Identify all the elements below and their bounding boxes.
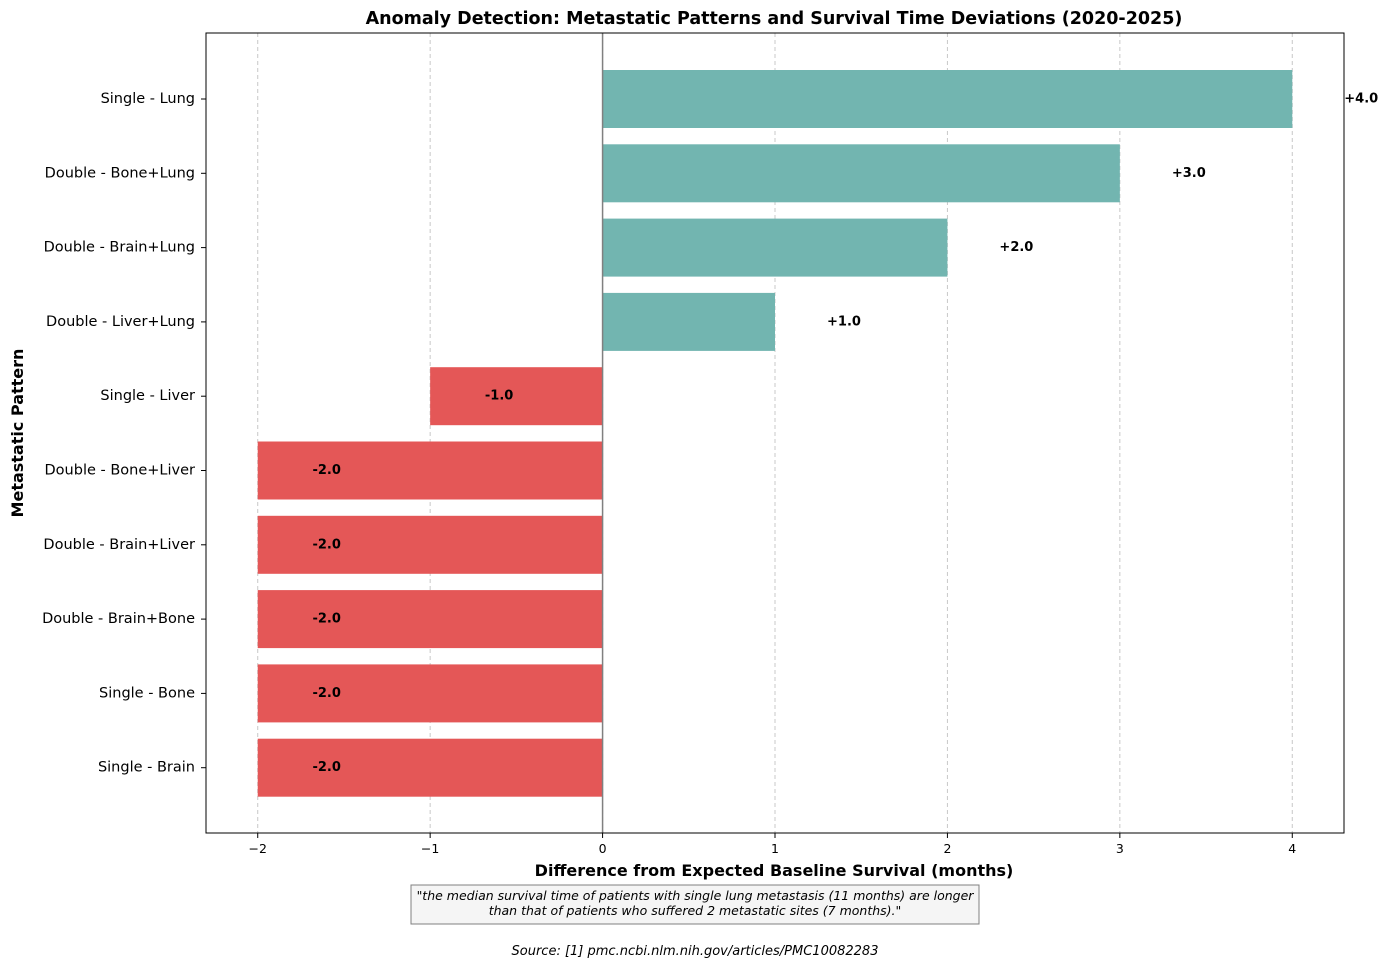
y-tick-label: Double - Liver+Lung xyxy=(46,314,195,330)
quote-line-2: than that of patients who suffered 2 met… xyxy=(489,903,902,918)
bar xyxy=(257,441,603,500)
quote-line-1: "the median survival time of patients wi… xyxy=(417,888,975,903)
source-note: Source: [1] pmc.ncbi.nlm.nih.gov/article… xyxy=(512,944,879,959)
bar-value-label: -2.0 xyxy=(312,686,340,701)
value-labels: +4.0 +3.0 +2.0 +1.0 -1.0 -2.0 -2.0 -2.0 -2.0 -2.0 xyxy=(312,92,1378,776)
bar xyxy=(257,590,603,649)
y-tick-label: Double - Bone+Lung xyxy=(45,165,195,181)
bar-value-label: +2.0 xyxy=(999,240,1033,255)
bar-value-label: -2.0 xyxy=(312,760,340,775)
x-tick-label: 2 xyxy=(943,841,951,856)
bar xyxy=(602,70,1293,128)
chart-title: Anomaly Detection: Metastatic Patterns a… xyxy=(366,9,1183,29)
quote-box: "the median survival time of patients wi… xyxy=(410,884,980,925)
y-tick-label: Single - Brain xyxy=(98,760,195,776)
y-tick-label: Single - Bone xyxy=(99,685,195,701)
quote-box-background xyxy=(410,884,980,925)
bar-value-label: -2.0 xyxy=(312,463,340,478)
x-tick-label: −1 xyxy=(421,841,439,856)
x-tick-label: 3 xyxy=(1116,841,1124,856)
x-axis-label: Difference from Expected Baseline Surviv… xyxy=(535,861,1014,880)
bar xyxy=(602,144,1120,203)
bar xyxy=(257,738,603,797)
bar-value-label: -1.0 xyxy=(485,389,513,404)
bar xyxy=(257,664,603,723)
bar xyxy=(257,515,603,574)
y-tick-label: Single - Liver xyxy=(100,388,195,404)
y-axis-ticks: Single - Lung Double - Bone+Lung Double - … xyxy=(42,91,206,776)
x-tick-label: 0 xyxy=(599,841,607,856)
bar xyxy=(430,367,603,426)
bar-series xyxy=(257,70,1293,797)
bar-value-label: +3.0 xyxy=(1172,166,1206,181)
y-tick-label: Double - Bone+Liver xyxy=(45,463,196,479)
y-tick-label: Double - Brain+Bone xyxy=(42,611,195,627)
bar-value-label: -2.0 xyxy=(312,537,340,552)
bar-value-label: +1.0 xyxy=(827,314,861,329)
y-tick-label: Single - Lung xyxy=(101,91,195,107)
x-tick-label: 4 xyxy=(1288,841,1296,856)
bar-value-label: +4.0 xyxy=(1344,92,1378,107)
y-tick-label: Double - Brain+Liver xyxy=(43,537,195,553)
bar xyxy=(602,218,948,277)
bar-value-label: -2.0 xyxy=(312,612,340,627)
x-tick-label: −2 xyxy=(249,841,267,856)
y-tick-label: Double - Brain+Lung xyxy=(44,240,195,256)
bar xyxy=(602,292,775,351)
x-axis-ticks: −2 −1 0 1 2 3 4 xyxy=(249,833,1296,856)
x-tick-label: 1 xyxy=(771,841,779,856)
y-axis-label: Metastatic Pattern xyxy=(8,349,27,518)
